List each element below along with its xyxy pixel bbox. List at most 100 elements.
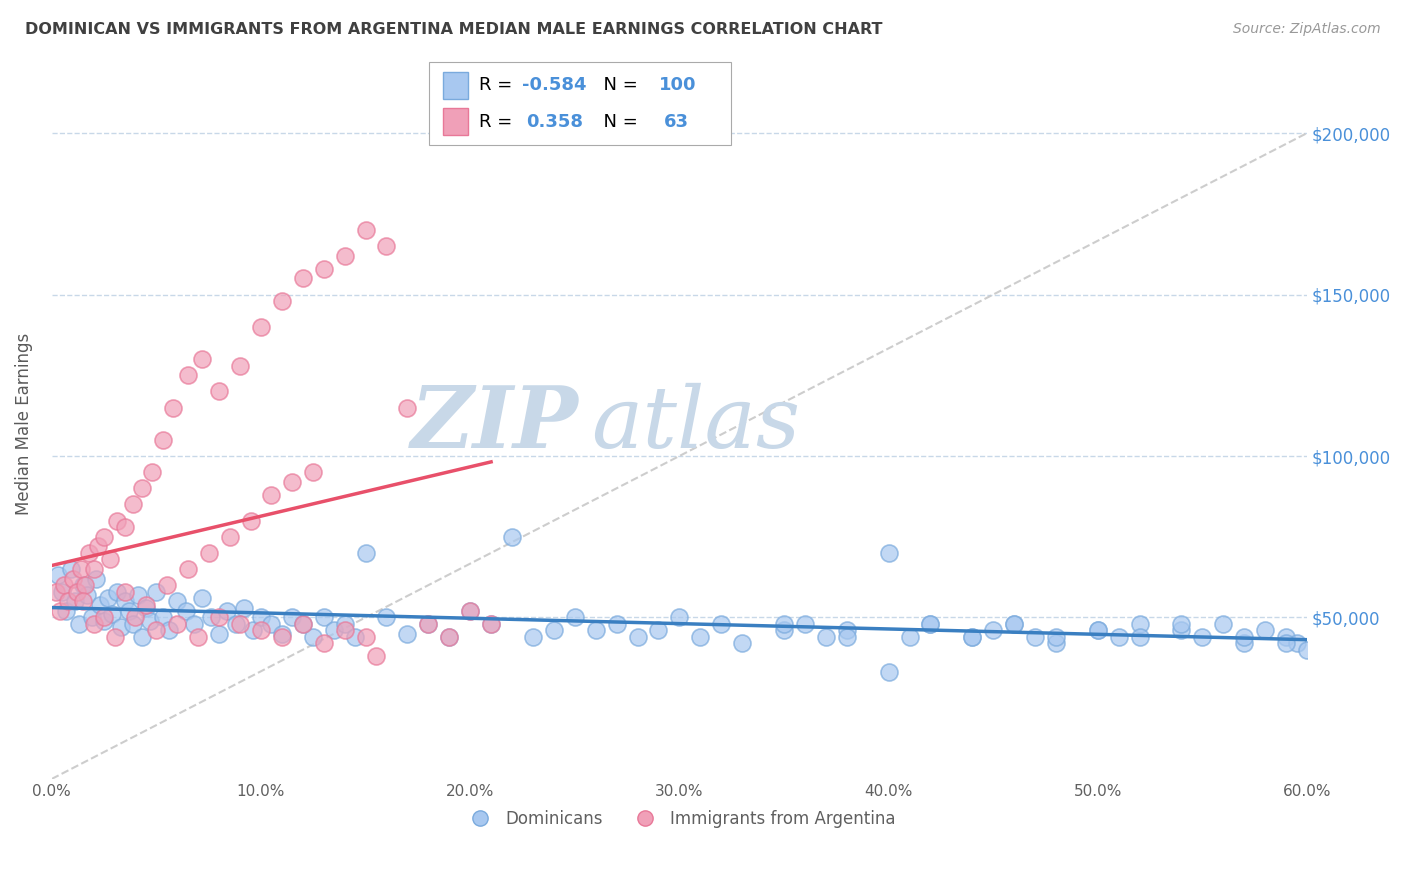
Point [458, 604, 481, 618]
Point [626, 630, 648, 644]
Point [233, 600, 256, 615]
Point [191, 352, 214, 367]
Point [101, 607, 124, 622]
Point [302, 630, 325, 644]
Point [139, 614, 162, 628]
Point [93, 530, 115, 544]
Point [53, 578, 76, 592]
Point [375, 610, 398, 624]
Point [250, 610, 273, 624]
Point [312, 261, 335, 276]
Point [1170, 624, 1192, 638]
Point [59, 562, 82, 576]
Point [1275, 630, 1298, 644]
Point [87, 540, 110, 554]
Point [229, 616, 252, 631]
Point [1296, 642, 1319, 657]
Point [187, 630, 209, 644]
Point [208, 626, 231, 640]
Point [312, 636, 335, 650]
Point [773, 624, 796, 638]
Point [1087, 624, 1109, 638]
Point [364, 649, 387, 664]
Point [135, 600, 157, 615]
Point [191, 591, 214, 606]
Point [131, 481, 153, 495]
Point [83, 562, 105, 576]
Point [270, 626, 292, 640]
Point [80, 610, 103, 624]
Point [177, 368, 200, 383]
Point [439, 630, 461, 644]
Point [218, 530, 240, 544]
Point [51, 584, 73, 599]
Point [55, 604, 77, 618]
Point [1191, 630, 1213, 644]
Point [157, 624, 180, 638]
Point [114, 520, 136, 534]
Text: DOMINICAN VS IMMIGRANTS FROM ARGENTINA MEDIAN MALE EARNINGS CORRELATION CHART: DOMINICAN VS IMMIGRANTS FROM ARGENTINA M… [25, 22, 883, 37]
Point [458, 604, 481, 618]
Point [981, 624, 1004, 638]
Point [46, 568, 69, 582]
Point [543, 624, 565, 638]
Point [122, 498, 145, 512]
Point [1285, 636, 1308, 650]
Point [260, 488, 283, 502]
Point [105, 514, 128, 528]
Point [217, 604, 239, 618]
Point [67, 616, 90, 631]
Text: ZIP: ZIP [411, 382, 579, 466]
Point [62, 572, 84, 586]
Point [63, 594, 86, 608]
Point [183, 616, 205, 631]
Point [83, 616, 105, 631]
Point [1233, 630, 1256, 644]
Point [166, 594, 188, 608]
Text: R =: R = [479, 112, 524, 130]
Point [270, 630, 292, 644]
Point [1233, 636, 1256, 650]
Point [89, 598, 111, 612]
Point [962, 630, 984, 644]
Y-axis label: Median Male Earnings: Median Male Earnings [15, 333, 32, 515]
Point [200, 610, 222, 624]
Point [250, 624, 273, 638]
Point [145, 624, 167, 638]
Point [396, 401, 419, 415]
Point [76, 588, 98, 602]
Point [773, 616, 796, 631]
Point [522, 630, 544, 644]
Point [333, 624, 356, 638]
Point [1045, 630, 1067, 644]
Point [962, 630, 984, 644]
Point [710, 616, 733, 631]
Point [110, 620, 132, 634]
Point [835, 624, 858, 638]
Point [270, 293, 292, 308]
Point [1002, 616, 1025, 631]
Point [302, 465, 325, 479]
Point [145, 584, 167, 599]
Point [920, 616, 942, 631]
Point [79, 546, 101, 560]
Point [66, 584, 89, 599]
Point [152, 610, 174, 624]
Point [1087, 624, 1109, 638]
Point [564, 610, 586, 624]
Point [1045, 636, 1067, 650]
Point [135, 598, 157, 612]
Point [162, 401, 184, 415]
Text: N =: N = [592, 112, 650, 130]
Point [197, 546, 219, 560]
Point [229, 359, 252, 373]
Point [333, 249, 356, 263]
Point [114, 594, 136, 608]
Point [731, 636, 754, 650]
Point [418, 616, 440, 631]
Point [877, 665, 900, 680]
Point [898, 630, 921, 644]
Point [1129, 616, 1152, 631]
Point [814, 630, 837, 644]
Text: atlas: atlas [592, 383, 800, 465]
